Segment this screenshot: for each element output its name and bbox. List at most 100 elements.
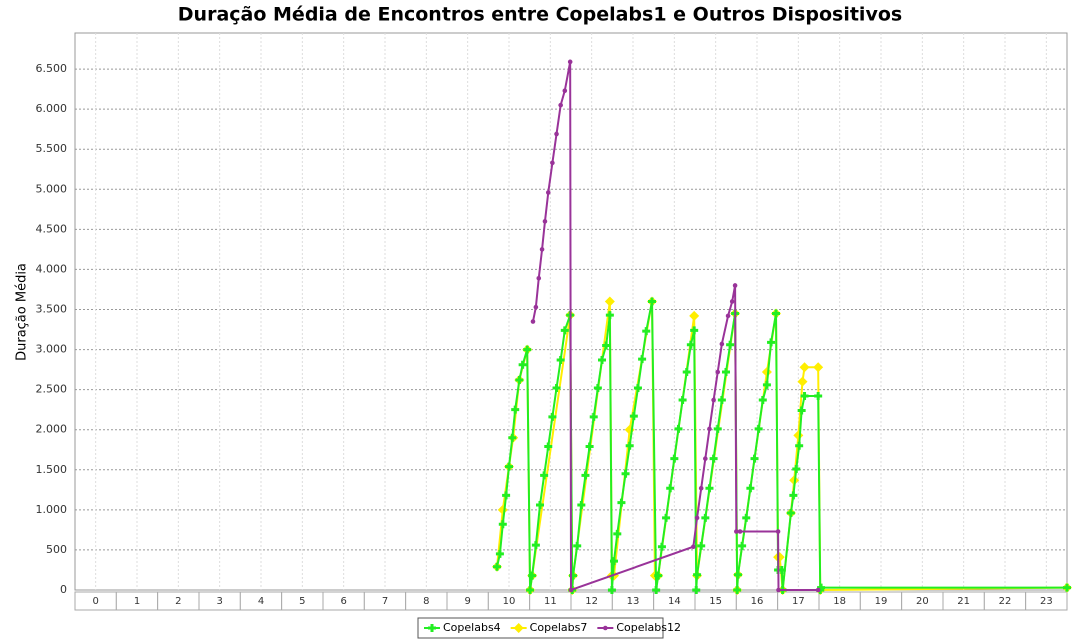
marker — [625, 441, 634, 450]
marker — [761, 367, 772, 378]
x-tick-label: 20 — [916, 596, 929, 607]
marker — [817, 583, 826, 592]
x-tick-label: 9 — [464, 596, 470, 607]
marker — [738, 541, 747, 550]
marker — [526, 586, 535, 594]
marker — [774, 552, 785, 563]
marker — [530, 319, 536, 324]
marker — [556, 355, 565, 364]
y-tick-label: 6.000 — [36, 102, 68, 115]
marker — [657, 542, 666, 551]
y-tick-label: 1.500 — [36, 463, 68, 476]
marker — [690, 326, 699, 335]
marker — [633, 384, 642, 393]
marker — [589, 412, 598, 421]
marker — [662, 513, 671, 522]
marker — [577, 501, 586, 510]
marker — [737, 529, 743, 534]
marker — [754, 424, 763, 433]
series-line — [496, 301, 1067, 591]
marker — [800, 392, 809, 401]
x-tick-label: 5 — [299, 596, 305, 607]
marker — [613, 529, 622, 538]
marker — [772, 309, 781, 318]
marker — [560, 326, 569, 335]
marker — [531, 541, 540, 550]
y-axis-label: Duração Média — [15, 263, 30, 361]
y-tick-label: 3.000 — [36, 343, 68, 356]
marker — [797, 376, 808, 387]
marker — [548, 412, 557, 421]
legend — [417, 617, 664, 639]
marker — [558, 102, 563, 108]
y-tick-label: 500 — [46, 543, 67, 556]
marker — [799, 362, 810, 373]
marker — [505, 462, 513, 471]
y-tick-label: 3.500 — [36, 302, 68, 315]
marker — [573, 541, 582, 550]
marker — [666, 484, 675, 493]
marker — [762, 380, 771, 389]
marker — [734, 529, 739, 534]
series-line — [531, 61, 819, 592]
x-tick-label: 2 — [175, 596, 181, 607]
x-tick-label: 16 — [751, 596, 764, 607]
marker — [648, 297, 657, 306]
marker — [539, 247, 545, 252]
marker — [493, 562, 502, 571]
marker — [513, 623, 524, 633]
x-tick-label: 10 — [503, 596, 516, 607]
marker — [621, 469, 630, 478]
marker — [518, 360, 527, 369]
marker — [568, 587, 574, 593]
marker — [533, 304, 539, 310]
marker — [709, 454, 718, 463]
marker — [495, 549, 504, 558]
legend-label: Copelabs4 — [443, 621, 501, 634]
marker — [593, 384, 602, 393]
marker — [581, 471, 590, 480]
marker — [562, 88, 568, 94]
marker — [733, 570, 742, 579]
x-tick-label: 8 — [423, 596, 429, 607]
marker — [815, 587, 821, 593]
marker — [733, 586, 742, 594]
marker — [729, 299, 735, 304]
y-tick-label: 4.500 — [36, 222, 68, 235]
marker — [719, 341, 725, 347]
marker — [602, 341, 611, 350]
marker — [567, 59, 573, 65]
x-tick-label: 14 — [668, 596, 681, 607]
marker — [585, 442, 594, 451]
marker — [793, 430, 804, 441]
marker — [767, 338, 776, 347]
x-tick-label: 21 — [957, 596, 970, 607]
marker — [795, 441, 804, 450]
marker — [697, 541, 706, 550]
marker — [497, 504, 508, 515]
marker — [792, 464, 801, 473]
y-tick-label: 4.000 — [36, 262, 68, 275]
marker — [678, 396, 687, 405]
marker — [776, 587, 781, 593]
marker — [642, 327, 651, 336]
marker — [682, 368, 691, 377]
x-tick-label: 0 — [92, 596, 98, 607]
marker — [814, 392, 823, 401]
legend-label: Copelabs7 — [530, 621, 588, 634]
marker — [545, 190, 551, 195]
x-tick-box — [1025, 591, 1068, 611]
marker — [605, 311, 614, 320]
x-tick-label: 7 — [382, 596, 388, 607]
marker — [689, 310, 700, 321]
x-tick-label: 4 — [258, 596, 264, 607]
marker — [693, 570, 702, 579]
marker — [789, 491, 798, 500]
marker — [511, 405, 520, 414]
marker — [732, 283, 738, 288]
x-tick-label: 19 — [875, 596, 888, 607]
y-tick-label: 1.000 — [36, 503, 68, 516]
marker — [540, 471, 549, 480]
x-tick-label: 13 — [627, 596, 640, 607]
